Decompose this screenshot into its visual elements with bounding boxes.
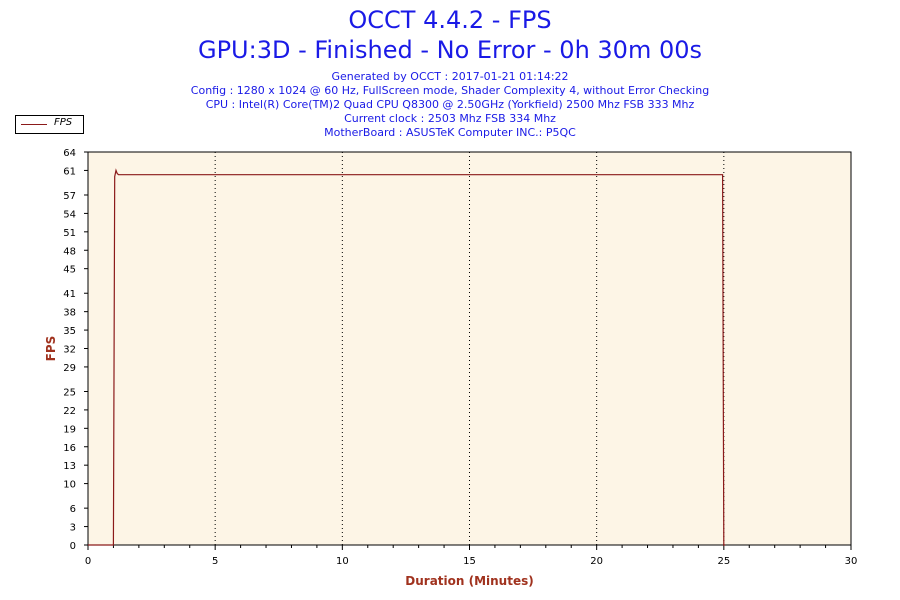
- legend: FPS: [15, 115, 84, 134]
- x-tick-label: 0: [85, 556, 91, 567]
- y-tick-label: 0: [70, 541, 76, 552]
- y-tick-label: 25: [63, 387, 76, 398]
- info-config: Config : 1280 x 1024 @ 60 Hz, FullScreen…: [190, 84, 710, 97]
- x-axis-title: Duration (Minutes): [405, 574, 533, 588]
- x-tick-label: 30: [845, 556, 858, 567]
- y-tick-label: 35: [63, 326, 76, 337]
- fps-series-line: [88, 168, 726, 546]
- x-tick-label: 20: [590, 556, 603, 567]
- y-tick-label: 16: [63, 443, 76, 454]
- y-tick-label: 51: [63, 228, 76, 239]
- info-motherboard: MotherBoard : ASUSTeK Computer INC.: P5Q…: [324, 126, 576, 139]
- y-tick-label: 6: [70, 504, 76, 515]
- x-tick-label: 25: [717, 556, 730, 567]
- x-tick-label: 10: [336, 556, 349, 567]
- y-tick-label: 45: [63, 265, 76, 276]
- y-tick-label: 54: [63, 209, 76, 220]
- legend-label: FPS: [54, 117, 73, 128]
- y-tick-label: 64: [63, 148, 76, 159]
- y-tick-label: 48: [63, 246, 76, 257]
- legend-swatch: [21, 124, 47, 125]
- info-clock: Current clock : 2503 Mhz FSB 334 Mhz: [344, 112, 556, 125]
- chart-subtitle: GPU:3D - Finished - No Error - 0h 30m 00…: [197, 36, 702, 64]
- y-tick-label: 32: [63, 345, 76, 356]
- y-axis-title: FPS: [44, 336, 58, 362]
- y-tick-label: 38: [63, 308, 76, 319]
- y-tick-label: 19: [63, 424, 76, 435]
- x-tick-label: 15: [463, 556, 476, 567]
- y-tick-label: 3: [70, 523, 76, 534]
- y-tick-label: 22: [63, 406, 76, 417]
- y-tick-label: 10: [63, 480, 76, 491]
- y-tick-label: 61: [63, 166, 76, 177]
- y-tick-label: 57: [63, 191, 76, 202]
- chart-title: OCCT 4.4.2 - FPS: [348, 6, 552, 34]
- y-tick-label: 13: [63, 461, 76, 472]
- info-generated: Generated by OCCT : 2017-01-21 01:14:22: [331, 70, 569, 83]
- y-tick-label: 41: [63, 289, 76, 300]
- x-tick-label: 5: [212, 556, 218, 567]
- y-tick-label: 29: [63, 363, 76, 374]
- info-cpu: CPU : Intel(R) Core(TM)2 Quad CPU Q8300 …: [205, 98, 695, 111]
